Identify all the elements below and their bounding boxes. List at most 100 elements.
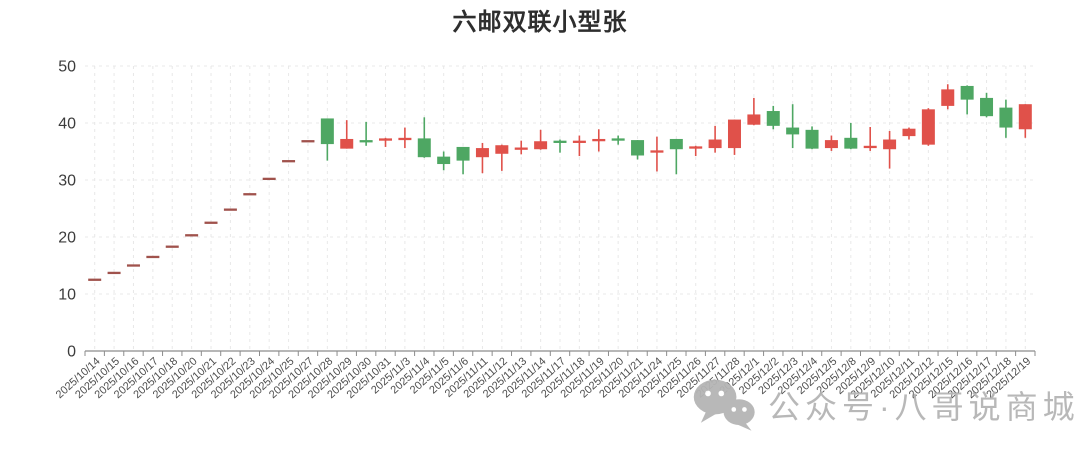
candle — [650, 136, 664, 172]
candle-body — [902, 128, 916, 137]
chart-title: 六邮双联小型张 — [452, 9, 628, 36]
candle-body — [786, 127, 800, 135]
candle — [747, 97, 761, 126]
candle-body — [844, 137, 858, 149]
candle-body — [88, 278, 102, 281]
candle — [456, 146, 470, 175]
candle-body — [185, 234, 199, 237]
candle-body — [495, 145, 509, 154]
candle-body — [146, 255, 160, 259]
candle — [107, 271, 121, 275]
candle — [999, 99, 1013, 138]
candle-body — [126, 264, 140, 267]
candle-body — [379, 138, 393, 141]
y-axis-labels: 0 10 20 30 40 50 — [58, 59, 76, 361]
candle — [902, 127, 916, 140]
candle — [262, 177, 276, 181]
candle-body — [883, 139, 897, 150]
candle-body — [165, 245, 179, 248]
grid-layer — [85, 65, 1035, 351]
candle — [689, 145, 703, 157]
candle-body — [650, 150, 664, 153]
candle — [146, 255, 160, 259]
y-tick-label: 10 — [58, 287, 76, 304]
y-tick-label: 40 — [58, 116, 76, 133]
candle — [921, 108, 935, 146]
candle-body — [766, 111, 780, 126]
candle-body — [572, 140, 586, 143]
candle — [417, 117, 431, 158]
candle — [553, 139, 567, 153]
candle-body — [631, 140, 645, 156]
candle — [708, 125, 722, 153]
candle — [766, 105, 780, 130]
candle-body — [534, 141, 548, 150]
candle — [165, 245, 179, 248]
candle — [980, 92, 994, 118]
candle — [863, 126, 877, 151]
y-tick-label: 0 — [67, 344, 76, 361]
candle — [883, 130, 897, 169]
candle — [1018, 104, 1032, 138]
candle — [379, 137, 393, 147]
candle — [534, 129, 548, 150]
candle-body — [747, 114, 761, 125]
candle — [514, 140, 528, 155]
candle-body — [980, 97, 994, 117]
candle — [941, 84, 955, 110]
y-tick-label: 30 — [58, 173, 76, 190]
candle-body — [340, 138, 354, 149]
candle — [282, 160, 296, 163]
candle-body — [592, 138, 606, 142]
candles-layer — [88, 84, 1032, 281]
candle-body — [689, 146, 703, 149]
candle-body — [999, 107, 1013, 128]
y-tick-label: 50 — [58, 59, 76, 76]
candle-body — [398, 137, 412, 141]
candle-body — [107, 271, 121, 275]
candle — [786, 104, 800, 149]
candle — [243, 193, 257, 196]
candle-body — [301, 140, 315, 143]
candle — [359, 121, 373, 146]
candle-body — [417, 138, 431, 158]
candle — [223, 208, 237, 211]
candle — [960, 85, 974, 115]
candle — [669, 138, 683, 175]
candle — [592, 129, 606, 152]
candle — [727, 119, 741, 155]
candle — [340, 120, 354, 149]
candle-body — [921, 109, 935, 145]
candle — [88, 278, 102, 281]
candle — [437, 151, 451, 171]
x-axis — [84, 350, 1036, 356]
candle-body — [243, 193, 257, 196]
candle-body — [262, 177, 276, 181]
candle — [495, 144, 509, 171]
candle-body — [708, 139, 722, 149]
candle-body — [514, 147, 528, 150]
candle-body — [223, 208, 237, 211]
candle — [126, 264, 140, 267]
candle — [844, 123, 858, 150]
candle-body — [475, 148, 489, 158]
candle-body — [727, 119, 741, 149]
candle — [824, 135, 838, 151]
candle-body — [960, 85, 974, 100]
candle-body — [320, 118, 334, 145]
candle — [320, 118, 334, 161]
candle — [301, 140, 315, 143]
candle — [572, 135, 586, 157]
candle — [204, 221, 218, 224]
candle — [631, 140, 645, 160]
candle — [398, 127, 412, 149]
candle-body — [282, 160, 296, 163]
candle-body — [456, 146, 470, 161]
candle — [805, 126, 819, 150]
candle-body — [669, 138, 683, 150]
candle-body — [805, 129, 819, 149]
candle — [611, 135, 625, 145]
candle-body — [611, 138, 625, 141]
y-tick-label: 20 — [58, 230, 76, 247]
